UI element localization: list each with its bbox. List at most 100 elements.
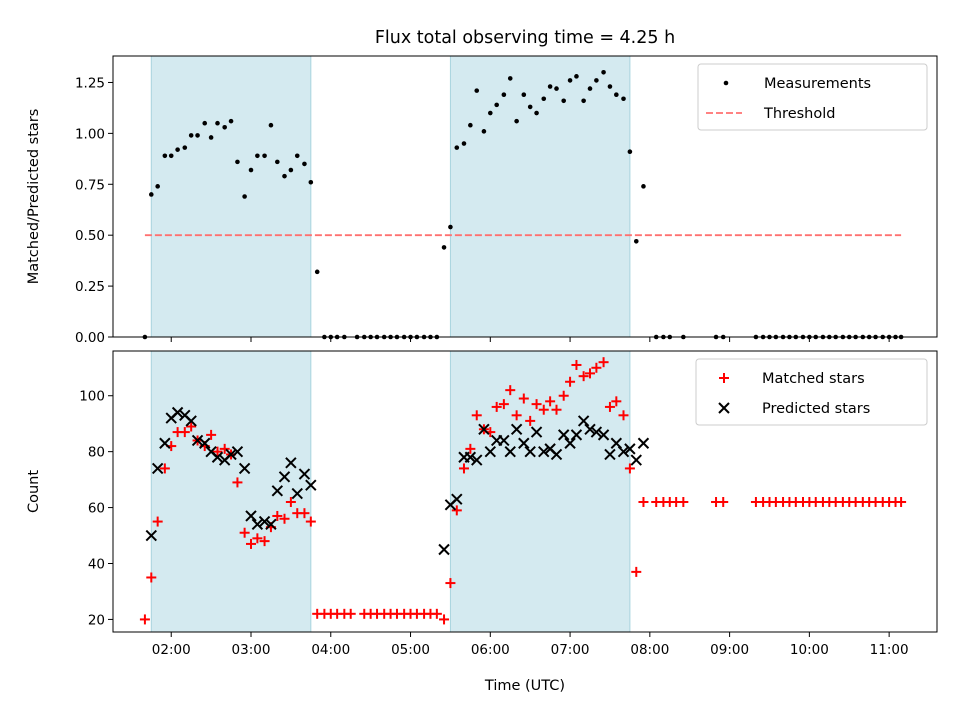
measurement-point xyxy=(627,149,633,155)
x-tick-label: 11:00 xyxy=(870,642,909,658)
matched-star-marker xyxy=(511,410,522,421)
marker-stroke xyxy=(159,437,171,449)
measurement-point xyxy=(448,224,453,230)
predicted-star-marker xyxy=(151,462,164,475)
marker-stroke xyxy=(597,429,610,441)
matched-star-marker xyxy=(498,399,509,410)
bottom-x-ticks: 02:00 03:00 04:00 05:00 06:00 07:00 08:00 09:00… xyxy=(152,632,909,658)
bottom-axes-frame xyxy=(112,350,938,633)
legend-frame xyxy=(697,63,928,131)
matched-star-marker xyxy=(285,496,296,507)
marker-stroke xyxy=(498,434,510,447)
predicted-star-marker xyxy=(258,515,271,528)
marker-stroke xyxy=(305,479,317,491)
measurement-point xyxy=(248,167,254,173)
matched-star-marker xyxy=(896,496,907,507)
measurement-point xyxy=(561,98,566,104)
x-tick-label: 06:00 xyxy=(471,642,510,658)
marker-stroke xyxy=(584,423,596,435)
top-y-ticks: 0.00 0.25 0.50 0.75 1.00 1.25 xyxy=(75,75,113,346)
measurement-point xyxy=(574,74,579,79)
measurement-point xyxy=(554,86,559,91)
matched-star-marker xyxy=(299,508,310,519)
marker-stroke xyxy=(617,445,630,458)
measurement-point xyxy=(148,192,154,197)
matched-star-marker xyxy=(538,404,549,415)
predicted-star-marker xyxy=(225,448,237,461)
matched-star-marker xyxy=(239,527,250,538)
measurement-point xyxy=(461,141,467,146)
marker-stroke xyxy=(211,451,224,463)
y-tick-label: 0.50 xyxy=(75,228,105,244)
matched-star-marker xyxy=(431,608,442,619)
legend-label: Threshold xyxy=(763,106,835,122)
measurement-point xyxy=(507,76,513,81)
predicted-star-marker xyxy=(451,493,463,505)
measurement-point xyxy=(601,69,606,75)
measurement-point xyxy=(162,153,168,159)
y-tick-label: 100 xyxy=(79,389,105,405)
measurement-point xyxy=(567,78,573,83)
matched-star-marker xyxy=(531,399,542,410)
top-y-axis-label: Matched/Predicted stars xyxy=(26,109,42,285)
measurement-point xyxy=(288,167,294,173)
matched-star-marker xyxy=(305,516,316,527)
marker-stroke xyxy=(630,454,642,466)
matched-star-marker xyxy=(624,463,635,474)
legend-label: Predicted stars xyxy=(762,401,870,417)
matched-star-marker xyxy=(186,421,197,432)
predicted-star-marker xyxy=(305,479,317,491)
measurement-point xyxy=(587,86,593,91)
x-tick-label: 10:00 xyxy=(790,642,829,658)
legend-label: Matched stars xyxy=(762,371,865,387)
predicted-star-marker xyxy=(630,454,642,466)
marker-stroke xyxy=(225,448,237,461)
marker-stroke xyxy=(258,515,271,528)
predicted-star-marker xyxy=(211,451,224,463)
predicted-star-marker xyxy=(265,518,277,531)
marker-stroke xyxy=(538,445,550,458)
marker-stroke xyxy=(199,437,211,449)
marker-stroke xyxy=(524,445,536,458)
ratio-panel: 0.00 0.25 0.50 0.75 1.00 1.25 Matched/Predict… xyxy=(26,55,938,346)
measurement-point xyxy=(621,96,626,102)
matched-star-marker xyxy=(252,533,263,544)
x-tick-label: 03:00 xyxy=(232,642,271,658)
chart-title: Flux total observing time = 4.25 h xyxy=(375,28,675,48)
marker-stroke xyxy=(464,451,477,463)
predicted-star-marker xyxy=(471,454,483,466)
marker-stroke xyxy=(185,415,197,427)
x-tick-label: 02:00 xyxy=(152,642,191,658)
matched-star-marker xyxy=(259,536,270,547)
matched-star-marker xyxy=(139,614,150,625)
top-axes-frame xyxy=(112,55,938,338)
measurement-point xyxy=(614,92,619,97)
predicted-star-marker xyxy=(464,451,477,463)
predicted-star-marker xyxy=(604,448,616,461)
predicted-star-marker xyxy=(478,423,490,435)
matched-star-marker xyxy=(232,477,243,488)
predicted-star-marker xyxy=(518,437,530,449)
marker-stroke xyxy=(550,448,563,461)
matched-star-marker xyxy=(578,371,589,382)
x-axis-label: Time (UTC) xyxy=(484,678,565,694)
predicted-star-marker xyxy=(484,445,497,458)
measurement-point xyxy=(242,194,247,199)
matched-star-marker xyxy=(631,566,642,577)
predicted-star-marker xyxy=(570,429,583,441)
predicted-star-marker xyxy=(498,434,510,447)
marker-stroke xyxy=(278,471,291,483)
marker-stroke xyxy=(251,518,264,531)
measurement-point xyxy=(302,161,307,167)
predicted-star-marker xyxy=(145,529,157,542)
predicted-star-marker xyxy=(231,445,244,458)
matched-star-marker xyxy=(591,362,602,373)
top-legend: Measurements Threshold xyxy=(697,63,928,131)
measurement-point xyxy=(222,124,227,130)
measurement-point xyxy=(547,84,553,89)
matched-star-marker xyxy=(245,538,256,549)
matched-star-marker xyxy=(279,513,290,524)
count-points xyxy=(139,357,907,625)
predicted-star-marker xyxy=(597,429,610,441)
marker-stroke xyxy=(298,468,311,480)
